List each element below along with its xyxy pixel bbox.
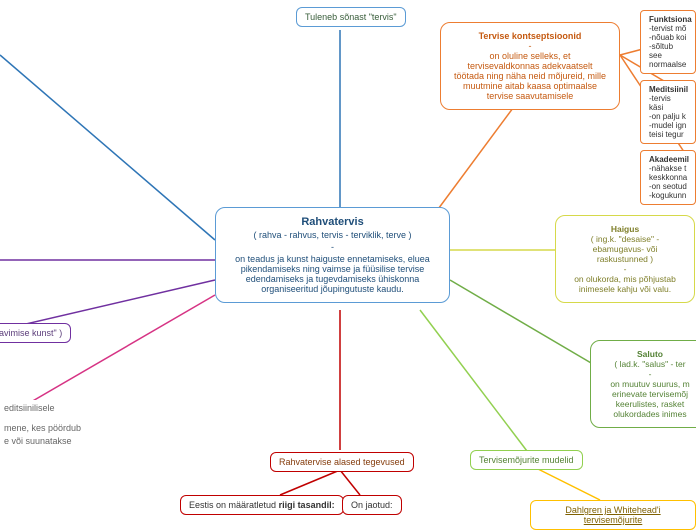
haigus-sub: ( ing.k. "desaise" - ebamugavus- või ras… [568, 234, 682, 264]
medits-node[interactable]: Meditsiinil -tervis käsi -on palju k -mu… [640, 80, 696, 144]
kontsept-dash: - [453, 41, 607, 51]
medits-title: Meditsiinil [649, 85, 687, 94]
center-node[interactable]: Rahvatervis ( rahva - rahvus, tervis - t… [215, 207, 450, 303]
dahlgren-node[interactable]: Dahlgren ja Whitehead'i tervisemõjurite [530, 500, 696, 530]
edit-label: editsiinilisele mene, kes pöördub e või … [0, 400, 85, 451]
riigi-node[interactable]: Eestis on määratletud riigi tasandil: [180, 495, 344, 515]
funkts-title: Funktsiona [649, 15, 687, 24]
tegevused-text: Rahvatervise alased tegevused [279, 457, 405, 467]
akadem-title: Akadeemil [649, 155, 687, 164]
haigus-body: on olukorda, mis põhjustab inimesele kah… [568, 274, 682, 294]
haigus-node[interactable]: Haigus ( ing.k. "desaise" - ebamugavus- … [555, 215, 695, 303]
center-body: on teadus ja kunst haiguste ennetamiseks… [228, 254, 437, 294]
tegevused-node[interactable]: Rahvatervise alased tegevused [270, 452, 414, 472]
haigus-dash: - [568, 264, 682, 274]
center-dash: - [228, 242, 437, 252]
dahlgren-text: Dahlgren ja Whitehead'i tervisemõjurite [565, 505, 660, 525]
center-subtitle: ( rahva - rahvus, tervis - terviklik, te… [228, 230, 437, 240]
kontsept-node[interactable]: Tervise kontseptsioonid - on oluline sel… [440, 22, 620, 110]
haigus-title: Haigus [568, 224, 682, 234]
deriv-node[interactable]: Tuleneb sõnast "tervis" [296, 7, 406, 27]
funkts-node[interactable]: Funktsiona -tervist mõ -nõuab koi -sõltu… [640, 10, 696, 74]
kontsept-title: Tervise kontseptsioonid [453, 31, 607, 41]
akadem-node[interactable]: Akadeemil -nähakse t keskkonna -on seotu… [640, 150, 696, 205]
deriv-text: Tuleneb sõnast "tervis" [305, 12, 397, 22]
kunst-text: avimise kunst" ) [0, 328, 62, 338]
mudelid-node[interactable]: Tervisemõjurite mudelid [470, 450, 583, 470]
jaotud-node[interactable]: On jaotud: [342, 495, 402, 515]
saluto-title: Saluto [603, 349, 696, 359]
kontsept-body: on oluline selleks, et tervisevaldkonnas… [453, 51, 607, 101]
center-title: Rahvatervis [228, 216, 437, 228]
saluto-node[interactable]: Saluto ( lad.k. "salus" - ter - on muutu… [590, 340, 696, 428]
jaotud-text: On jaotud: [351, 500, 393, 510]
mudelid-text: Tervisemõjurite mudelid [479, 455, 574, 465]
kunst-node[interactable]: avimise kunst" ) [0, 323, 71, 343]
